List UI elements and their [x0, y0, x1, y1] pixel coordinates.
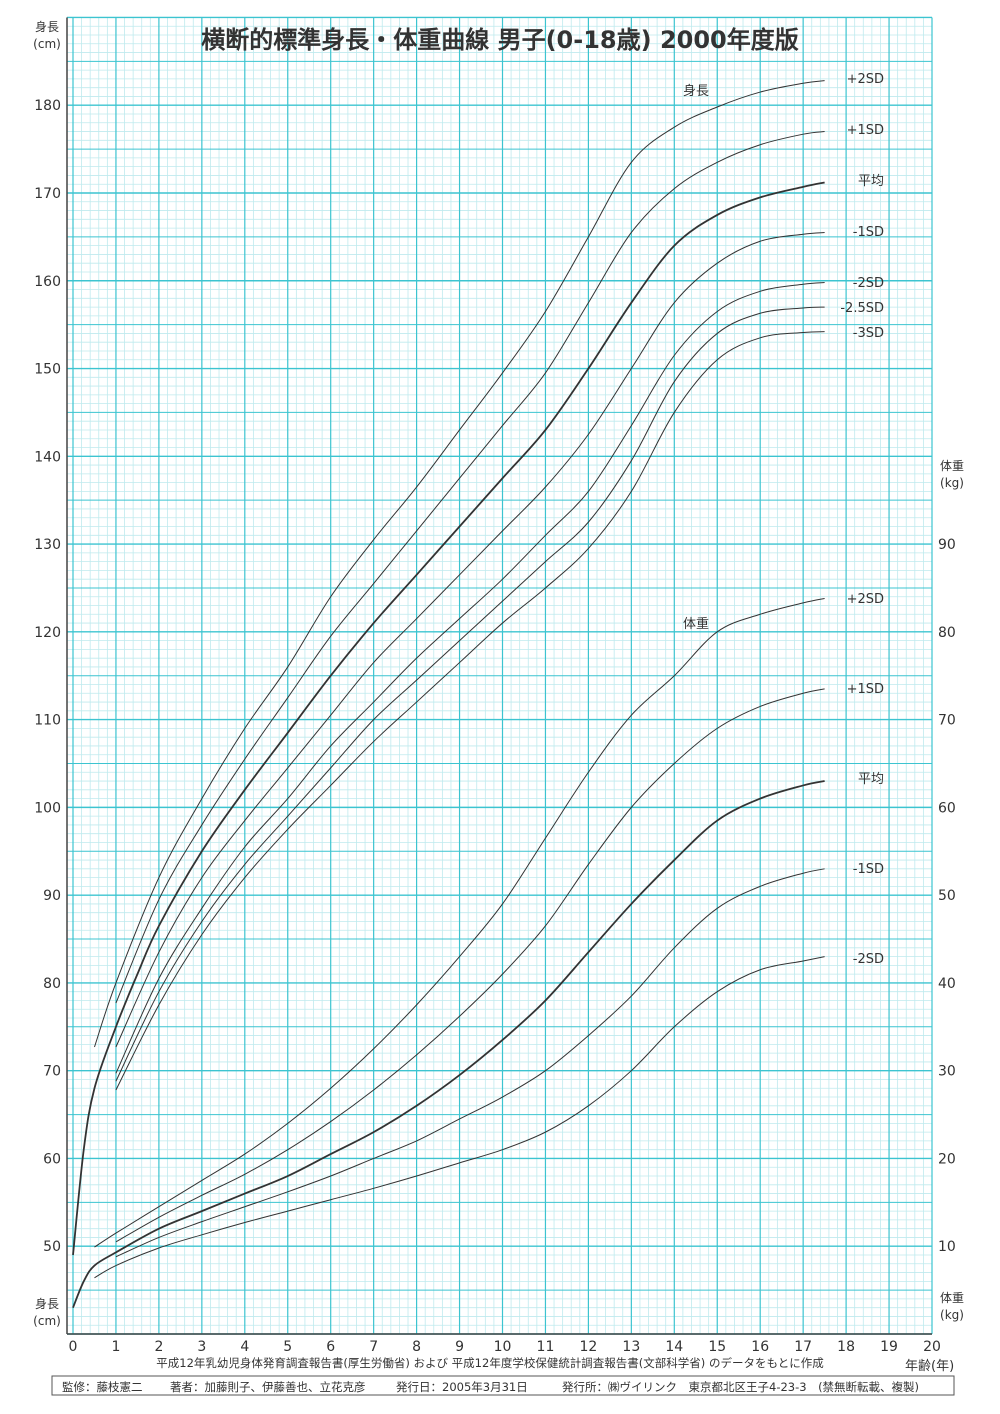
left-tick-label: 120 — [34, 625, 61, 641]
x-tick-label: 4 — [240, 1339, 249, 1355]
left-tick-label: 170 — [34, 186, 61, 202]
right-axis-label-top: 体重(kg) — [939, 459, 964, 490]
height-series-label: 平均 — [858, 174, 884, 189]
right-tick-label: 60 — [938, 800, 956, 816]
left-axis-label-bottom: 身長(cm) — [33, 1297, 61, 1328]
height-series-label: +2SD — [847, 72, 884, 87]
weight-series-label: +1SD — [847, 682, 884, 697]
weight-series-label: -1SD — [853, 862, 884, 877]
x-tick-label: 16 — [751, 1339, 769, 1355]
x-tick-label: 9 — [455, 1339, 464, 1355]
source-note: 平成12年乳幼児身体発育調査報告書(厚生労働省) および 平成12年度学校保健統… — [156, 1356, 824, 1370]
right-tick-label: 50 — [938, 888, 956, 904]
footer-date: 発行日：2005年3月31日 — [396, 1380, 528, 1394]
height-series-label: -2.5SD — [840, 301, 884, 316]
x-tick-label: 20 — [923, 1339, 941, 1355]
right-tick-label: 70 — [938, 713, 956, 729]
x-tick-label: 8 — [412, 1339, 421, 1355]
right-tick-label: 80 — [938, 625, 956, 641]
right-tick-label: 20 — [938, 1151, 956, 1167]
right-tick-label: 90 — [938, 537, 956, 553]
x-tick-label: 7 — [369, 1339, 378, 1355]
right-tick-label: 30 — [938, 1064, 956, 1080]
x-tick-label: 18 — [837, 1339, 855, 1355]
left-tick-label: 70 — [43, 1064, 61, 1080]
height-series-label: -2SD — [853, 276, 884, 291]
left-tick-label: 180 — [34, 98, 61, 114]
height-series-label: +1SD — [847, 123, 884, 138]
height-curve — [115, 282, 825, 1074]
footer-box — [51, 1375, 955, 1396]
x-tick-label: 10 — [494, 1339, 512, 1355]
height-series-label: -1SD — [853, 225, 884, 240]
curves — [72, 80, 825, 1309]
left-tick-label: 130 — [34, 537, 61, 553]
weight-curve — [115, 868, 825, 1258]
x-tick-label: 2 — [154, 1339, 163, 1355]
left-axis-label-top: 身長(cm) — [33, 20, 61, 51]
weight-curve — [115, 688, 825, 1243]
left-tick-label: 100 — [34, 800, 61, 816]
x-tick-label: 15 — [708, 1339, 726, 1355]
weight-curve — [94, 597, 825, 1248]
x-tick-label: 17 — [794, 1339, 812, 1355]
axes: 0 1 2 3 4 5 6 7 8 9 10 11 12 13 14 15 16 17 18 19 2050607080… — [34, 17, 956, 1355]
x-tick-label: 0 — [69, 1339, 78, 1355]
x-tick-label: 12 — [579, 1339, 597, 1355]
footer-publisher: 発行所：㈱ヴイリンク 東京都北区王子4-23-3 (禁無断転載、複製) — [562, 1380, 919, 1394]
footer-supervisor: 監修：藤枝憲二 — [62, 1380, 143, 1394]
x-tick-label: 13 — [622, 1339, 640, 1355]
labels: +2SD +1SD 平均 -1SD -2SD -2.5SD -3SD +2SD +1SD 平均 -1… — [683, 72, 884, 967]
grid — [67, 16, 933, 1335]
weight-curve — [72, 780, 825, 1309]
right-tick-label: 10 — [938, 1239, 956, 1255]
weight-curve — [94, 956, 825, 1279]
x-tick-label: 11 — [537, 1339, 555, 1355]
weight-series-label: -2SD — [853, 952, 884, 967]
right-axis-label-bottom: 体重(kg) — [939, 1291, 964, 1322]
x-tick-label: 6 — [326, 1339, 335, 1355]
left-tick-label: 160 — [34, 274, 61, 290]
weight-group-label: 体重 — [683, 616, 709, 632]
x-tick-label: 14 — [665, 1339, 683, 1355]
height-curve — [72, 181, 825, 1256]
right-tick-label: 40 — [938, 976, 956, 992]
left-tick-label: 110 — [34, 713, 61, 729]
footer-authors: 著者：加藤則子、伊藤善也、立花克彦 — [170, 1380, 366, 1394]
x-tick-label: 19 — [880, 1339, 898, 1355]
weight-series-label: 平均 — [858, 772, 884, 787]
x-tick-label: 1 — [111, 1339, 120, 1355]
weight-series-label: +2SD — [847, 592, 884, 607]
chart-title: 横断的標準身長・体重曲線 男子(0-18歳) 2000年度版 — [201, 26, 799, 54]
x-axis-label: 年齢(年) — [905, 1359, 954, 1374]
x-tick-label: 3 — [197, 1339, 206, 1355]
left-tick-label: 50 — [43, 1239, 61, 1255]
height-curve — [115, 131, 825, 1004]
left-tick-label: 150 — [34, 362, 61, 378]
height-curve — [115, 331, 825, 1091]
height-group-label: 身長 — [683, 83, 709, 99]
left-tick-label: 140 — [34, 449, 61, 465]
height-series-label: -3SD — [853, 326, 884, 341]
left-tick-label: 90 — [43, 888, 61, 904]
height-curve — [115, 231, 825, 1048]
height-curve — [115, 306, 825, 1082]
left-tick-label: 60 — [43, 1151, 61, 1167]
x-tick-label: 5 — [283, 1339, 292, 1355]
left-tick-label: 80 — [43, 976, 61, 992]
height-curve — [94, 80, 825, 1048]
